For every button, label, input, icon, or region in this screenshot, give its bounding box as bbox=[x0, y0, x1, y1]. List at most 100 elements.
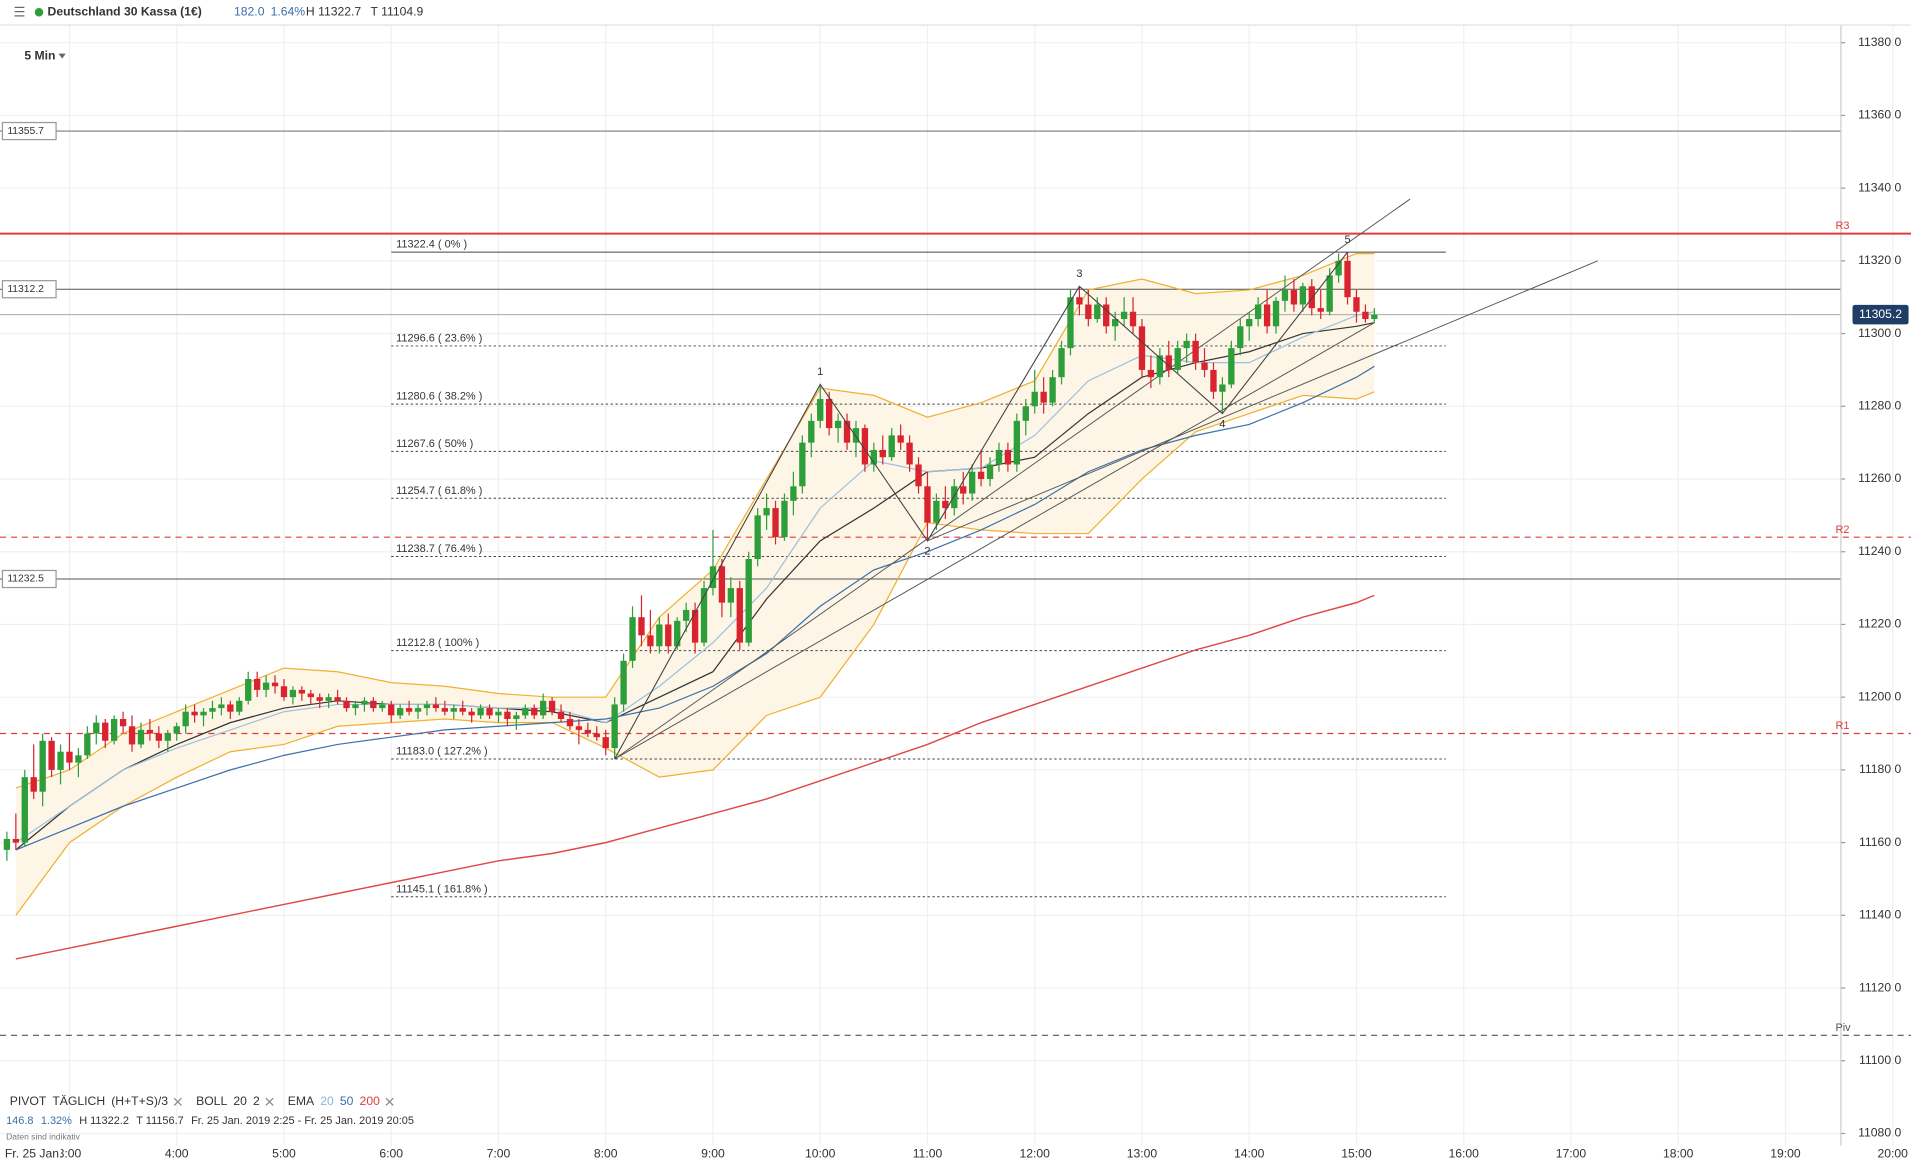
candle-body bbox=[584, 729, 592, 734]
level-label-box bbox=[1, 569, 57, 589]
wave-label: 5 bbox=[1344, 234, 1350, 246]
fib-label: 11183.0 ( 127.2% ) bbox=[396, 746, 488, 758]
candle-body bbox=[1308, 286, 1315, 309]
candle-body bbox=[709, 566, 717, 589]
legend-ema: EMA bbox=[288, 1094, 315, 1108]
candle-body bbox=[888, 435, 895, 458]
y-tick-label: 11260.0 bbox=[1858, 471, 1901, 485]
legend-stat: 146.8 bbox=[6, 1115, 33, 1127]
candle-body bbox=[1147, 369, 1155, 378]
candle-body bbox=[647, 635, 654, 647]
candle-body bbox=[253, 678, 261, 690]
candle-body bbox=[3, 838, 11, 850]
y-tick-label: 11180.0 bbox=[1859, 762, 1901, 776]
indicator-line bbox=[15, 391, 1375, 916]
candle-body bbox=[1228, 348, 1235, 385]
candle-body bbox=[12, 838, 20, 843]
x-tick-label: 17:00 bbox=[1556, 1146, 1587, 1160]
candle-body bbox=[1290, 289, 1298, 305]
candle-body bbox=[843, 420, 851, 443]
date-label-bg bbox=[0, 1145, 61, 1164]
candle-body bbox=[1281, 289, 1289, 301]
candle-body bbox=[531, 708, 538, 716]
x-tick-label: 18:00 bbox=[1663, 1146, 1694, 1160]
x-tick-label: 8:00 bbox=[594, 1146, 618, 1160]
candle-body bbox=[495, 711, 502, 716]
level-label-box bbox=[1, 280, 57, 299]
change-pct: 1.64% bbox=[271, 4, 306, 18]
legend-ema: 50 bbox=[340, 1094, 354, 1108]
candle-body bbox=[691, 609, 699, 643]
candle-body bbox=[361, 700, 368, 705]
legend-pivot: TÄGLICH bbox=[52, 1094, 105, 1108]
candle-body bbox=[352, 704, 359, 709]
candle-body bbox=[566, 718, 574, 727]
indicator-line bbox=[15, 594, 1375, 960]
low: T 11104.9 bbox=[371, 4, 424, 18]
candle-body bbox=[1120, 311, 1128, 320]
candle-body bbox=[942, 500, 949, 509]
x-tick-label: 13:00 bbox=[1127, 1146, 1158, 1160]
y-tick-label: 11280.0 bbox=[1858, 399, 1901, 413]
candle-body bbox=[30, 777, 37, 792]
candle-body bbox=[1174, 348, 1181, 370]
interval-caret[interactable] bbox=[58, 53, 66, 59]
x-tick-label: 6:00 bbox=[379, 1146, 403, 1160]
candle-body bbox=[906, 442, 913, 465]
candle-body bbox=[682, 609, 690, 621]
candle-body bbox=[700, 588, 708, 643]
candle-body bbox=[289, 689, 297, 698]
candle-body bbox=[388, 704, 395, 716]
candle-body bbox=[602, 737, 609, 749]
candle-body bbox=[548, 700, 556, 712]
candle-body bbox=[1156, 355, 1164, 378]
candle-body bbox=[593, 733, 600, 738]
candle-body bbox=[396, 708, 404, 716]
menu-icon[interactable] bbox=[14, 6, 25, 17]
candle-body bbox=[48, 740, 55, 770]
candle-body bbox=[825, 399, 833, 429]
candle-body bbox=[539, 700, 547, 716]
candle-body bbox=[522, 708, 529, 716]
candle-body bbox=[298, 689, 306, 694]
candle-body bbox=[21, 777, 28, 843]
candle-body bbox=[245, 678, 252, 701]
candle-body bbox=[1263, 304, 1271, 327]
candle-body bbox=[262, 682, 270, 690]
candle-body bbox=[611, 704, 618, 749]
candle-body bbox=[1004, 449, 1012, 465]
fib-label: 11145.1 ( 161.8% ) bbox=[396, 883, 488, 895]
candle-body bbox=[1326, 275, 1333, 312]
candle-body bbox=[1362, 311, 1369, 320]
legend-stat: Fr. 25 Jan. 2019 2:25 - Fr. 25 Jan. 2019… bbox=[191, 1115, 414, 1127]
wave-label: 1 bbox=[817, 366, 823, 378]
fib-label: 11322.4 ( 0% ) bbox=[396, 239, 467, 251]
candle-body bbox=[1353, 297, 1360, 312]
pivot-label: R2 bbox=[1835, 524, 1849, 536]
candle-body bbox=[1138, 326, 1146, 370]
candle-body bbox=[575, 726, 583, 730]
remove-icon bbox=[173, 1097, 182, 1106]
x-tick-label: 20:00 bbox=[1877, 1146, 1908, 1160]
x-tick-label: 4:00 bbox=[165, 1146, 189, 1160]
candle-body bbox=[620, 660, 627, 705]
candle-body bbox=[450, 708, 457, 712]
candle-body bbox=[1371, 314, 1378, 320]
candle-body bbox=[1049, 377, 1056, 403]
candle-body bbox=[754, 515, 761, 560]
candle-body bbox=[57, 751, 64, 770]
candle-body bbox=[280, 686, 288, 698]
x-tick-label: 15:00 bbox=[1341, 1146, 1372, 1160]
last-price-label: 11305.2 bbox=[1859, 307, 1902, 321]
x-tick-label: 12:00 bbox=[1019, 1146, 1050, 1160]
candle-body bbox=[137, 729, 145, 745]
candle-body bbox=[164, 733, 171, 741]
legend-stat: T 11156.7 bbox=[136, 1115, 184, 1127]
fib-label: 11267.6 ( 50% ) bbox=[396, 438, 473, 450]
candle-body bbox=[1246, 319, 1253, 327]
candle-body bbox=[486, 708, 493, 716]
y-tick-label: 11220.0 bbox=[1858, 617, 1901, 631]
interval[interactable]: 5 Min bbox=[24, 48, 55, 62]
candle-body bbox=[915, 464, 922, 487]
candle-body bbox=[638, 617, 645, 636]
